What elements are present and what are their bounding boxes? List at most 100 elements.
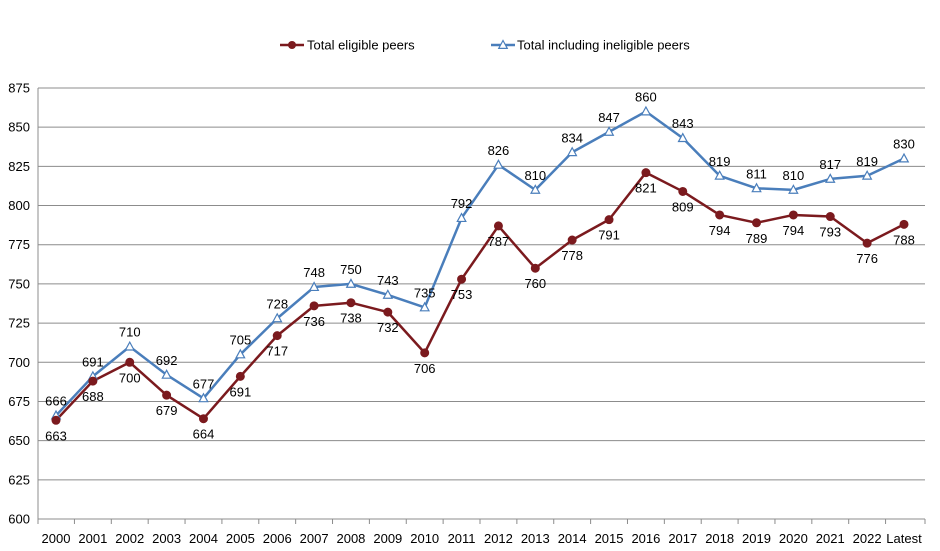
- data-label-including-ineligible: 811: [746, 166, 767, 181]
- marker-including-ineligible: [603, 126, 615, 136]
- data-label-eligible: 821: [635, 181, 657, 196]
- marker-including-ineligible: [751, 182, 762, 193]
- data-label-eligible: 738: [340, 311, 362, 326]
- marker-eligible: [272, 331, 282, 341]
- data-label-eligible: 787: [488, 234, 510, 249]
- data-label-including-ineligible: 735: [414, 285, 436, 300]
- x-tick-label: Latest: [886, 531, 922, 546]
- y-tick-label: 775: [8, 237, 30, 252]
- data-label-including-ineligible: 810: [524, 168, 546, 183]
- x-axis-ticks: 2000 2001 2002 2003 2004 2005 2006 2007 2008 2009…: [37, 519, 926, 546]
- y-tick-label: 625: [8, 472, 30, 487]
- marker-eligible: [51, 415, 61, 425]
- marker-including-ineligible: [161, 369, 172, 379]
- data-label-eligible: 788: [893, 232, 915, 247]
- y-tick-label: 800: [8, 198, 30, 213]
- marker-eligible: [715, 210, 725, 220]
- legend-marker: [497, 39, 509, 49]
- data-label-eligible: 794: [709, 223, 731, 238]
- series-line-eligible: [55, 171, 905, 422]
- data-label-eligible: 732: [377, 320, 399, 335]
- marker-eligible: [309, 301, 319, 311]
- marker-eligible: [420, 348, 430, 358]
- data-labels: 663 688 700 679 664 691 717 736 738 732 706 753 787 7…: [45, 90, 915, 444]
- y-tick-label: 750: [8, 276, 30, 291]
- marker-including-ineligible: [271, 312, 283, 323]
- marker-including-ineligible: [493, 159, 504, 169]
- legend-label: Total including ineligible peers: [517, 38, 690, 53]
- data-label-eligible: 789: [746, 231, 768, 246]
- marker-eligible: [752, 218, 762, 228]
- legend-label: Total eligible peers: [307, 38, 415, 53]
- x-tick-label: 2000: [42, 531, 71, 546]
- data-label-eligible: 793: [819, 225, 841, 240]
- marker-including-ineligible: [714, 170, 725, 180]
- marker-including-ineligible: [124, 340, 136, 351]
- data-label-eligible: 664: [193, 427, 215, 442]
- marker-including-ineligible: [382, 289, 394, 299]
- marker-including-ineligible: [308, 281, 320, 292]
- marker-including-ineligible: [566, 146, 578, 157]
- data-label-including-ineligible: 750: [340, 262, 362, 277]
- x-tick-label: 2021: [816, 531, 845, 546]
- data-label-including-ineligible: 810: [783, 168, 805, 183]
- data-label-including-ineligible: 843: [672, 116, 694, 131]
- axes: [37, 88, 925, 520]
- marker-eligible: [383, 307, 393, 317]
- marker-including-ineligible: [456, 212, 467, 223]
- data-label-including-ineligible: 748: [303, 265, 325, 280]
- x-tick-label: 2002: [115, 531, 144, 546]
- data-label-eligible: 688: [82, 389, 104, 404]
- marker-eligible: [346, 298, 356, 308]
- marker-including-ineligible: [677, 132, 689, 143]
- data-label-eligible: 663: [45, 428, 67, 443]
- x-tick-label: 2003: [152, 531, 181, 546]
- marker-including-ineligible: [861, 170, 873, 180]
- marker-including-ineligible: [198, 392, 209, 403]
- data-label-including-ineligible: 847: [598, 110, 620, 125]
- data-label-including-ineligible: 691: [82, 354, 104, 369]
- x-tick-label: 2013: [521, 531, 550, 546]
- series-lines: [55, 110, 905, 422]
- data-label-eligible: 794: [783, 223, 805, 238]
- legend-marker: [288, 41, 296, 49]
- data-label-including-ineligible: 830: [893, 137, 915, 152]
- marker-eligible: [162, 390, 172, 400]
- marker-eligible: [678, 186, 688, 196]
- series-markers: [50, 105, 910, 425]
- series-line-including-ineligible: [55, 110, 905, 417]
- y-tick-label: 825: [8, 159, 30, 174]
- marker-eligible: [862, 238, 872, 248]
- y-tick-label: 725: [8, 316, 30, 331]
- marker-including-ineligible: [898, 152, 910, 163]
- data-label-including-ineligible: 819: [856, 154, 878, 169]
- marker-including-ineligible: [530, 184, 541, 194]
- y-axis-ticks: 600 625 650 675 700 725 750 775 800 825 850 875: [8, 81, 30, 527]
- x-tick-label: 2004: [189, 531, 218, 546]
- marker-eligible: [567, 235, 577, 245]
- marker-including-ineligible: [640, 105, 652, 116]
- x-tick-label: 2001: [78, 531, 107, 546]
- marker-including-ineligible: [345, 278, 357, 288]
- gridlines: [38, 87, 925, 481]
- data-label-including-ineligible: 692: [156, 353, 178, 368]
- data-label-eligible: 776: [856, 251, 878, 266]
- data-label-including-ineligible: 705: [229, 332, 251, 347]
- x-tick-label: 2006: [263, 531, 292, 546]
- x-tick-label: 2015: [595, 531, 624, 546]
- data-label-eligible: 706: [414, 361, 436, 376]
- x-tick-label: 2014: [558, 531, 587, 546]
- x-tick-label: 2007: [300, 531, 329, 546]
- data-label-eligible: 760: [524, 276, 546, 291]
- data-label-eligible: 717: [266, 344, 288, 359]
- data-label-including-ineligible: 666: [45, 394, 67, 409]
- x-tick-label: 2017: [668, 531, 697, 546]
- x-tick-label: 2010: [410, 531, 439, 546]
- y-tick-label: 675: [8, 394, 30, 409]
- data-label-including-ineligible: 826: [488, 143, 510, 158]
- data-label-eligible: 809: [672, 199, 694, 214]
- legend: Total eligible peers Total including inel…: [280, 38, 690, 53]
- x-tick-label: 2022: [853, 531, 882, 546]
- marker-including-ineligible: [235, 348, 246, 359]
- data-label-including-ineligible: 819: [709, 154, 731, 169]
